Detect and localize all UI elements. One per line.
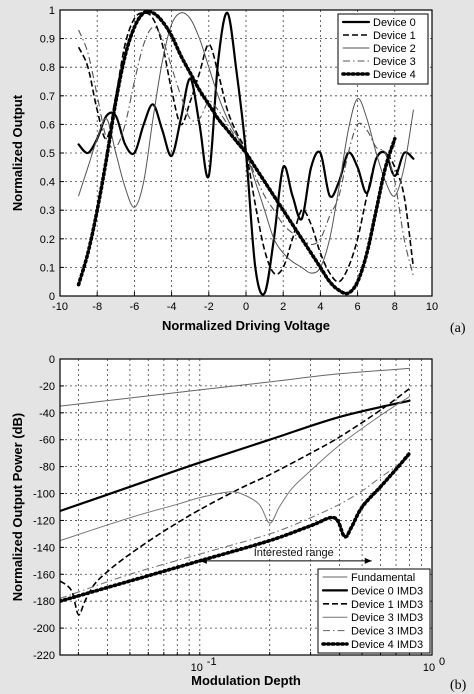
legend-label: Device 1	[373, 30, 416, 42]
series-line-device-3-imd3	[60, 396, 410, 542]
y-tick-label: -20	[39, 381, 55, 393]
x-tick-label: -8	[92, 301, 102, 313]
chart-panel-a: -10 -8 -6 -4 -2 0 2 4 6 8 10 0 0.1 0.2 0.3 0.4 0.5 0.6 0.7…	[0, 0, 474, 347]
y-tick-label: -180	[33, 596, 55, 608]
y-axis-label: Normalized Output Power (dB)	[10, 413, 25, 602]
y-tick-label: 0	[49, 354, 55, 366]
legend-label: Device 0	[373, 17, 416, 29]
y-tick-label: 0.6	[40, 119, 55, 131]
y-tick-label: -140	[33, 542, 55, 554]
y-tick-label: 0.7	[40, 91, 55, 103]
x-tick-exponent: -1	[207, 656, 217, 668]
y-tick-label: -100	[33, 489, 55, 501]
legend-label: Device 4 IMD3	[351, 639, 423, 651]
series-line-device-4	[76, 10, 397, 296]
y-tick-label: -120	[33, 515, 55, 527]
y-tick-label: 0.4	[40, 177, 55, 189]
x-tick-label: -4	[167, 301, 177, 313]
legend-label: Fundamental	[351, 572, 415, 584]
legend-label: Device 3	[373, 56, 416, 68]
x-tick-label: 2	[280, 301, 286, 313]
legend-label: Device 4	[373, 69, 416, 81]
y-tick-label: -200	[33, 623, 55, 635]
x-tick-label: 10	[191, 662, 203, 674]
y-tick-label: 0.2	[40, 234, 55, 246]
annotation-label: Interested range	[254, 547, 334, 559]
y-tick-label: -60	[39, 435, 55, 447]
series-line-device-4-imd3	[60, 451, 412, 603]
legend-label: Device 2	[373, 43, 416, 55]
x-tick-label: 10	[426, 301, 438, 313]
y-tick-label: -80	[39, 462, 55, 474]
legend-label: Device 3 IMD3	[351, 612, 423, 624]
legend-label: Device 3 IMD3	[351, 626, 423, 638]
x-tick-label: 4	[317, 301, 323, 313]
legend-box	[317, 568, 431, 654]
x-axis-label: Normalized Driving Voltage	[162, 318, 330, 333]
series-line-fundamental	[60, 367, 410, 407]
panel-label: (b)	[450, 678, 467, 693]
series-line-device-1-imd3	[60, 387, 410, 616]
series-line-device-0-imd3	[60, 399, 411, 513]
legend-label: Device 0 IMD3	[351, 585, 423, 597]
chart-b-svg: -220-200-180-160-140-120-100-80-60-40-20…	[10, 354, 467, 693]
plot-frame	[59, 358, 433, 656]
x-tick-label: -2	[204, 301, 214, 313]
y-tick-label: -220	[33, 650, 55, 662]
y-tick-label: 1	[49, 5, 55, 17]
x-tick-label: 0	[243, 301, 249, 313]
x-tick-label: 10	[423, 662, 435, 674]
series-line-device-1	[77, 12, 415, 283]
series-line-device-3-imd3	[60, 455, 410, 600]
x-tick-label: 6	[355, 301, 361, 313]
chart-a-svg: -10 -8 -6 -4 -2 0 2 4 6 8 10 0 0.1 0.2 0.3 0.4 0.5 0.6 0.7…	[10, 5, 466, 336]
y-tick-label: 0.8	[40, 62, 55, 74]
y-tick-label: 0.9	[40, 34, 55, 46]
chart-panel-b: -220 -200 -180 -160 -140 -120 -100 -80 -60 -40 -20…	[0, 347, 474, 694]
x-tick-label: -6	[130, 301, 140, 313]
legend-label: Device 1 IMD3	[351, 599, 423, 611]
annotation-arrowhead-left	[199, 557, 207, 564]
series-group	[60, 367, 412, 616]
x-tick-label: 8	[392, 301, 398, 313]
panel-label: (a)	[450, 321, 466, 336]
y-tick-label: 0.1	[40, 262, 55, 274]
x-tick-label: -10	[52, 301, 68, 313]
y-tick-label: -160	[33, 569, 55, 581]
x-axis-label: Modulation Depth	[191, 673, 301, 688]
plot-frame	[59, 9, 433, 297]
y-tick-label: -40	[39, 408, 55, 420]
series-group	[76, 10, 415, 296]
y-axis-label: Normalized Output	[10, 94, 25, 211]
y-tick-label: 0.3	[40, 205, 55, 217]
y-tick-label: 0.5	[40, 148, 55, 160]
annotation-arrowhead-right	[364, 557, 372, 564]
x-tick-exponent: 0	[439, 656, 445, 668]
y-tick-label: 0	[49, 291, 55, 303]
